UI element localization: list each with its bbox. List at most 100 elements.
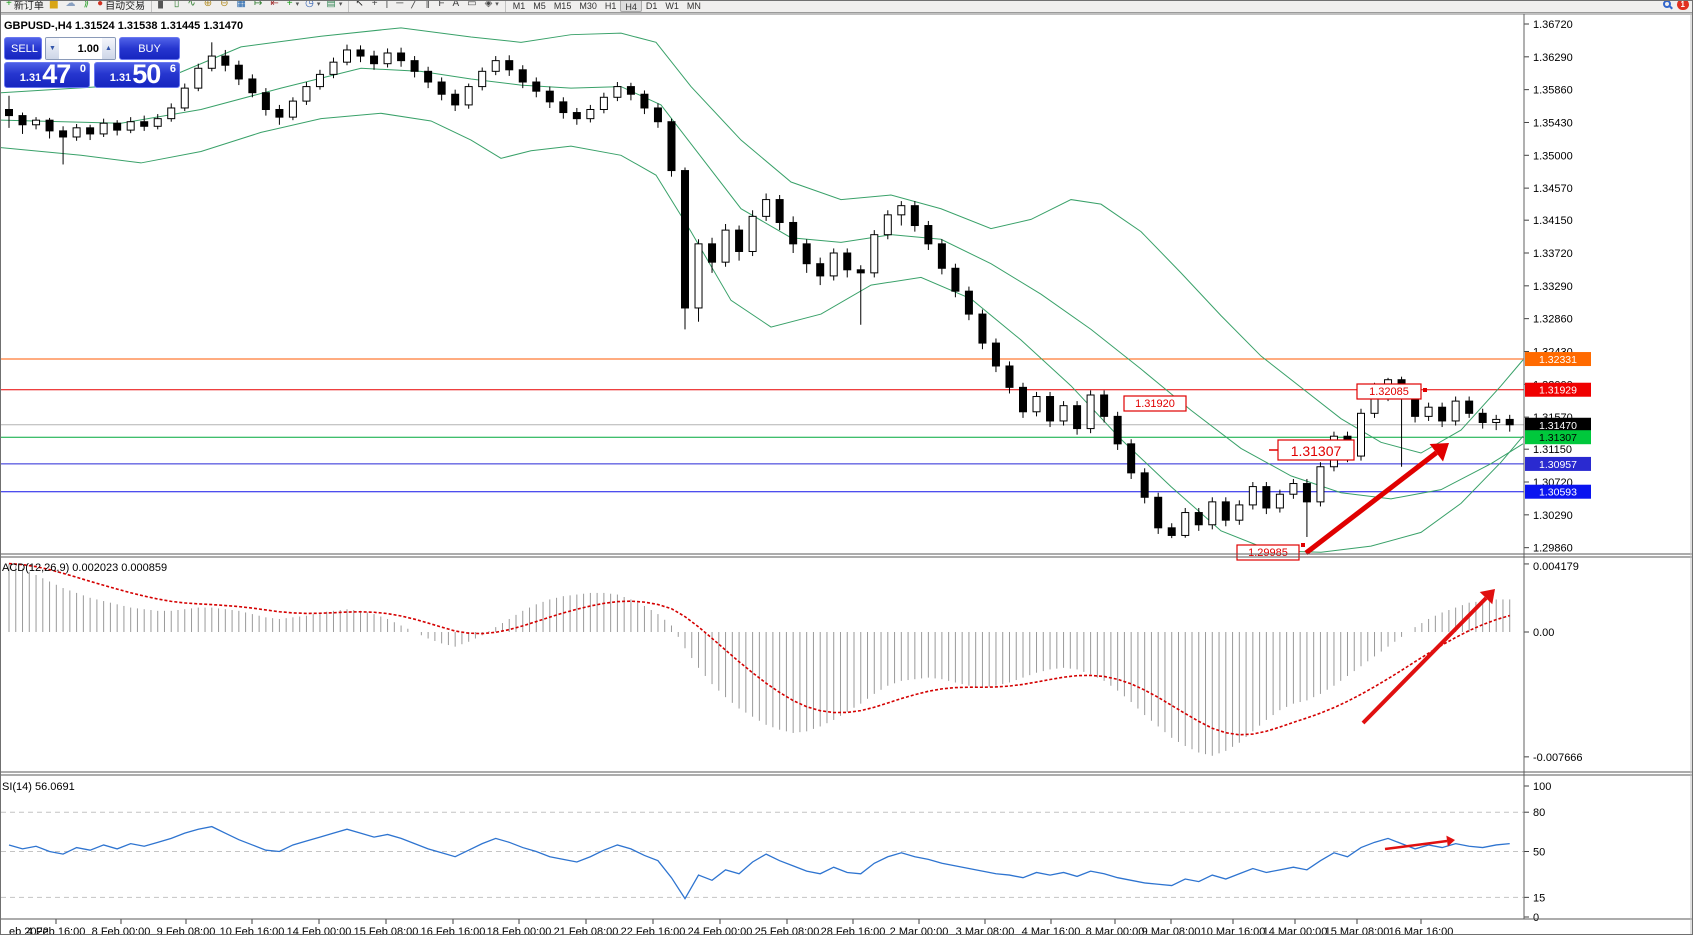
svg-text:1.36290: 1.36290 — [1533, 52, 1573, 64]
timeframe-button-m30[interactable]: M30 — [579, 1, 597, 11]
shapes-icon: ◈ — [484, 1, 493, 9]
gold-icon: ▆ — [49, 1, 58, 9]
cursor-icon: ↖ — [355, 1, 364, 9]
buy-price-main: 50 — [132, 59, 161, 89]
toolbar-separator — [504, 1, 506, 12]
volume-decrease-button[interactable]: ▼ — [46, 38, 59, 59]
svg-text:0.004179: 0.004179 — [1533, 561, 1579, 573]
notification-icon[interactable]: 1 — [1675, 1, 1691, 12]
tile-windows-icon[interactable]: ▦ — [235, 1, 250, 12]
svg-text:14 Mar 00:00: 14 Mar 00:00 — [1263, 926, 1328, 935]
timeframe-button-w1[interactable]: W1 — [665, 1, 679, 11]
svg-text:18 Feb 00:00: 18 Feb 00:00 — [487, 926, 552, 935]
sell-price[interactable]: 1.31 47 0 — [4, 61, 90, 88]
vertical-line-icon[interactable]: | — [384, 1, 393, 12]
bar-chart-icon[interactable]: ▋ — [156, 1, 170, 12]
indicators-icon[interactable]: + ▾ — [285, 1, 301, 12]
channel-icon[interactable]: ∥ — [423, 1, 434, 12]
svg-text:100: 100 — [1533, 781, 1551, 793]
fibonacci-icon[interactable]: F — [436, 1, 448, 12]
zoom-in-icon: ⊕ — [203, 1, 213, 9]
label-icon: ▭ — [467, 1, 477, 9]
chevron-down-icon: ▾ — [338, 1, 343, 8]
svg-text:9 Mar 08:00: 9 Mar 08:00 — [1142, 926, 1201, 935]
svg-text:4 Mar 16:00: 4 Mar 16:00 — [1022, 926, 1081, 935]
svg-text:80: 80 — [1533, 807, 1545, 819]
autotrading-button[interactable]: ● 自动交易 — [95, 1, 147, 12]
volume-stepper: ▼ ▲ — [45, 37, 116, 60]
svg-text:1.32331: 1.32331 — [1539, 354, 1577, 366]
svg-text:1.34570: 1.34570 — [1533, 183, 1573, 195]
crosshair-icon[interactable]: + — [370, 1, 382, 12]
svg-text:1.35000: 1.35000 — [1533, 150, 1573, 162]
svg-text:1.29985: 1.29985 — [1248, 547, 1288, 559]
indicators-icon: + — [286, 1, 293, 9]
trendline-icon[interactable]: ╱ — [409, 1, 421, 12]
cloud-icon[interactable]: ☁ — [64, 1, 80, 12]
horizontal-line-icon[interactable]: ─ — [394, 1, 407, 12]
candlestick-chart-icon: ▯ — [173, 1, 180, 9]
chart-ohlc-header: GBPUSD-,H4 1.31524 1.31538 1.31445 1.314… — [4, 20, 244, 32]
candlestick-chart-icon[interactable]: ▯ — [172, 1, 184, 12]
volume-increase-button[interactable]: ▲ — [102, 38, 115, 59]
buy-button[interactable]: BUY — [119, 37, 180, 60]
new-order-button[interactable]: + 新订单 — [4, 1, 46, 12]
zoom-in-icon[interactable]: ⊕ — [202, 1, 216, 12]
vertical-line-icon: | — [385, 1, 389, 9]
shapes-icon[interactable]: ◈ ▾ — [483, 1, 501, 12]
chart-canvas[interactable]: 1.36720 1.36290 1.35860 1.35430 1.35000 1.345… — [1, 13, 1692, 935]
timeframe-button-m1[interactable]: M1 — [512, 1, 526, 11]
timeframe-button-d1[interactable]: D1 — [645, 1, 658, 11]
zoom-out-icon[interactable]: ⊖ — [218, 1, 232, 12]
channel-icon: ∥ — [425, 1, 431, 9]
svg-text:9 Feb 08:00: 9 Feb 08:00 — [157, 926, 216, 935]
timeframe-button-mn[interactable]: MN — [686, 1, 701, 11]
crosshair-icon: + — [371, 1, 378, 9]
svg-text:15 Mar 08:00: 15 Mar 08:00 — [1325, 926, 1390, 935]
line-chart-icon: ∿ — [187, 1, 196, 9]
buy-price-prefix: 1.31 — [109, 72, 132, 84]
timeframe-button-m5[interactable]: M5 — [533, 1, 546, 11]
gold-icon[interactable]: ▆ — [48, 1, 62, 12]
templates-icon[interactable]: ▤ ▾ — [324, 1, 344, 12]
timeframe-button-h4[interactable]: H4 — [620, 1, 642, 12]
text-icon[interactable]: A — [450, 1, 463, 12]
cursor-icon[interactable]: ↖ — [353, 1, 367, 12]
chart-shift-icon[interactable]: ⇤ — [268, 1, 282, 12]
sell-price-pip: 0 — [79, 63, 86, 75]
signal-icon[interactable]: ⟫ — [82, 1, 94, 12]
timeframe-button-h1[interactable]: H1 — [604, 1, 617, 11]
svg-text:0.00: 0.00 — [1533, 627, 1554, 639]
sell-button[interactable]: SELL — [4, 37, 42, 60]
timeframe-button-m15[interactable]: M15 — [553, 1, 572, 11]
svg-text:ACD(12,26,9) 0.002023 0.000859: ACD(12,26,9) 0.002023 0.000859 — [2, 562, 167, 574]
new-order-icon: + — [6, 1, 12, 9]
svg-text:eb 2022: eb 2022 — [9, 926, 49, 935]
tile-windows-icon: ▦ — [236, 1, 246, 9]
periods-icon[interactable]: ◷ ▾ — [303, 1, 322, 12]
bar-chart-icon: ▋ — [158, 1, 166, 9]
buy-price[interactable]: 1.31 50 6 — [94, 59, 180, 89]
svg-text:10 Mar 16:00: 10 Mar 16:00 — [1201, 926, 1266, 935]
svg-text:4 Feb 16:00: 4 Feb 16:00 — [27, 926, 86, 935]
autotrading-icon: ● — [97, 1, 104, 9]
templates-icon: ▤ — [326, 1, 336, 9]
one-click-trading-panel: SELL ▼ ▲ BUY 1.31 47 0 1.31 50 6 — [4, 37, 180, 88]
svg-text:1.33720: 1.33720 — [1533, 248, 1573, 260]
svg-text:-0.007666: -0.007666 — [1533, 752, 1583, 764]
signal-icon: ⟫ — [83, 1, 90, 9]
search-icon[interactable] — [1661, 1, 1673, 12]
auto-scroll-icon: ↦ — [254, 1, 263, 9]
svg-text:3 Mar 08:00: 3 Mar 08:00 — [956, 926, 1015, 935]
chevron-down-icon: ▾ — [295, 1, 300, 8]
volume-input[interactable] — [59, 38, 102, 59]
auto-scroll-icon[interactable]: ↦ — [252, 1, 266, 12]
line-chart-icon[interactable]: ∿ — [185, 1, 199, 12]
toolbar-separator — [348, 1, 350, 12]
svg-text:1.31920: 1.31920 — [1135, 398, 1175, 410]
svg-text:21 Feb 08:00: 21 Feb 08:00 — [554, 926, 619, 935]
svg-text:25 Feb 08:00: 25 Feb 08:00 — [755, 926, 820, 935]
label-icon[interactable]: ▭ — [465, 1, 480, 12]
trendline-icon: ╱ — [411, 1, 418, 9]
